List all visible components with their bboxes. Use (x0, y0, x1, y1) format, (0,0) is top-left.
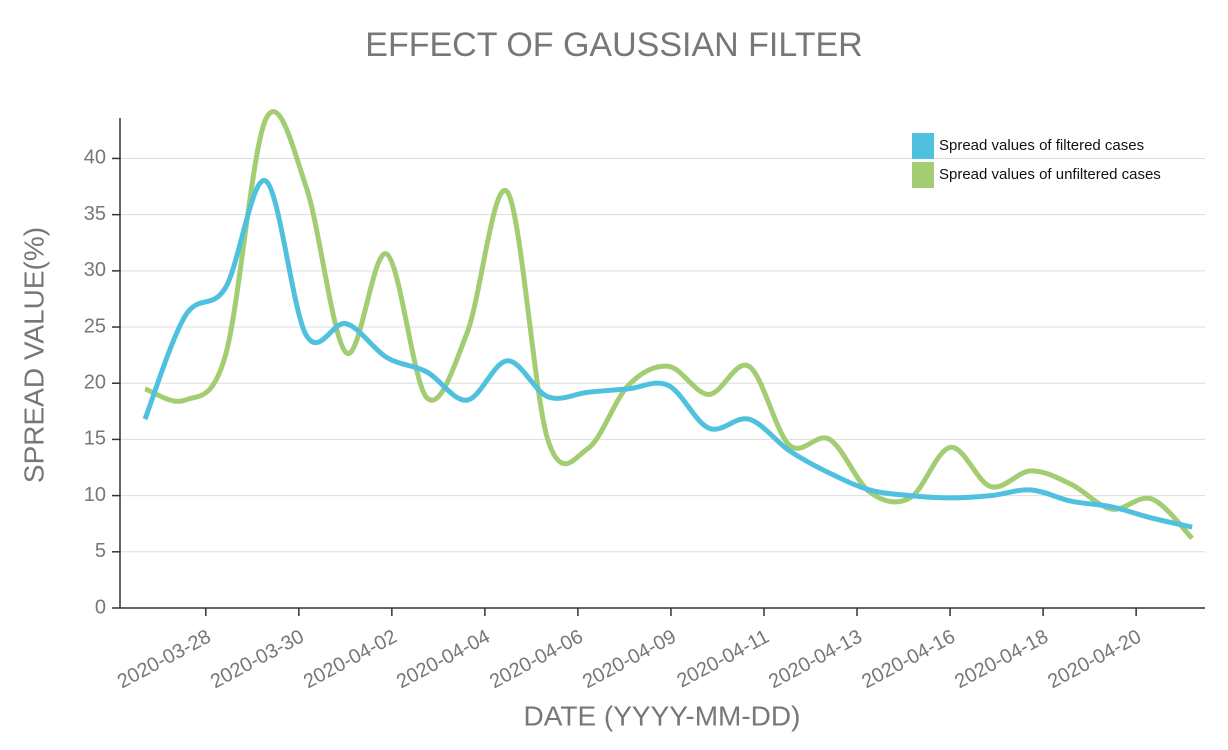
y-tick-label: 10 (84, 484, 106, 506)
y-tick-label: 35 (84, 203, 106, 225)
x-axis-label: DATE (YYYY-MM-DD) (524, 700, 801, 731)
x-tick-label: 2020-04-18 (951, 626, 1052, 693)
x-tick-label: 2020-04-11 (673, 626, 772, 693)
x-tick-label: 2020-04-20 (1044, 626, 1145, 693)
legend-swatch (912, 133, 934, 159)
y-axis-label: SPREAD VALUE(%) (18, 227, 49, 483)
legend-label: Spread values of filtered cases (939, 137, 1144, 154)
y-tick-label: 0 (95, 596, 106, 618)
x-tick-label: 2020-04-13 (765, 626, 866, 693)
series-line (142, 178, 1193, 530)
x-tick-label: 2020-03-30 (207, 626, 308, 693)
x-tick-label: 2020-03-28 (114, 626, 215, 693)
y-tick-label: 30 (84, 259, 106, 281)
y-tick-label: 5 (95, 540, 106, 562)
x-tick-label: 2020-04-16 (858, 626, 959, 693)
x-tick-label: 2020-04-04 (393, 626, 494, 693)
x-tick-label: 2020-04-09 (579, 626, 680, 693)
y-tick-label: 20 (84, 372, 106, 394)
x-tick-label: 2020-04-06 (486, 626, 587, 693)
legend-swatch (912, 162, 934, 188)
y-tick-label: 15 (84, 428, 106, 450)
legend-label: Spread values of unfiltered cases (939, 166, 1161, 183)
chart-title: EFFECT OF GAUSSIAN FILTER (365, 26, 862, 64)
x-tick-label: 2020-04-02 (300, 626, 401, 693)
series-line (144, 109, 1194, 541)
y-tick-label: 40 (84, 147, 106, 169)
y-tick-label: 25 (84, 315, 106, 337)
